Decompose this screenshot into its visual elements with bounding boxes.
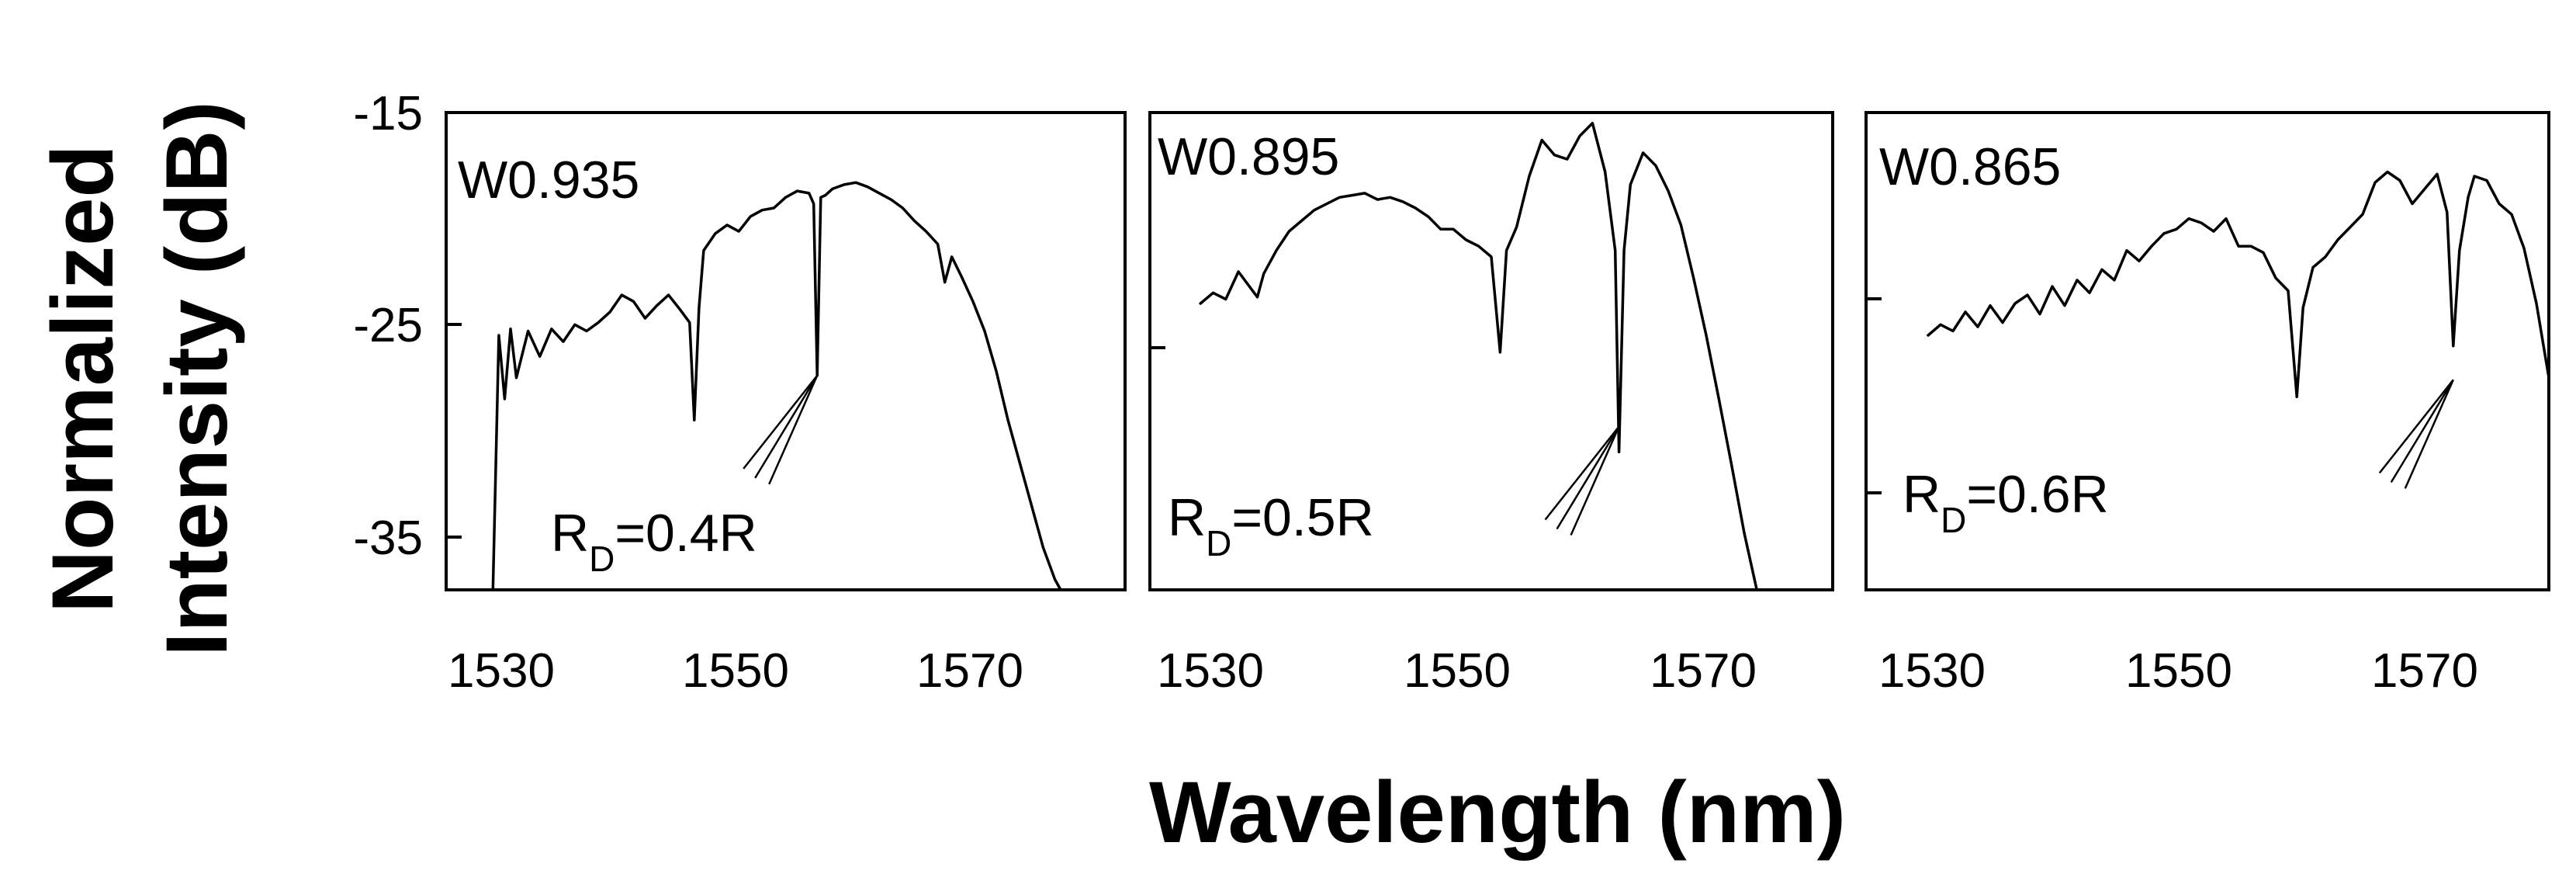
arrow-stroke-3-2 (2390, 379, 2454, 484)
panel-title-3: W0.865 (1879, 137, 2061, 196)
arrow-stroke-3-3 (2404, 379, 2454, 489)
xtick-label-3-3: 1570 (2371, 644, 2478, 698)
arrow-stroke-2-1 (1544, 425, 1620, 521)
xtick-label-2-3: 1570 (1650, 644, 1757, 698)
xtick-label-3-1: 1530 (1878, 644, 1986, 698)
ytick-label-1: -15 (353, 87, 423, 140)
y-axis-title-line1: Normalized (34, 144, 131, 613)
arrow-stroke-3-1 (2378, 379, 2454, 474)
panel-3: 1530 1550 1570 W0.865 RD=0.6R (1864, 111, 2550, 698)
rd-annotation-3: RD=0.6R (1903, 465, 2109, 540)
plot-frame-panel-1 (445, 111, 1127, 591)
xtick-label-1-1: 1530 (448, 644, 555, 698)
spectrum-trace-panel-1 (491, 181, 1062, 591)
panel-title-2: W0.895 (1158, 127, 1339, 186)
ytick-label-2: -25 (353, 299, 423, 352)
arrow-stroke-1-2 (754, 375, 819, 479)
arrow-stroke-1-3 (768, 375, 819, 485)
xtick-label-2-1: 1530 (1157, 644, 1264, 698)
arrow-panel-1 (743, 375, 819, 485)
panel-1: -15 -25 -35 1530 1550 1570 W0.935 RD=0.4… (353, 87, 1127, 698)
xtick-label-3-2: 1550 (2125, 644, 2232, 698)
xtick-label-2-2: 1550 (1404, 644, 1511, 698)
plot-frame-panel-3 (1864, 111, 2550, 591)
plot-frame-panel-2 (1148, 111, 1834, 591)
arrow-stroke-2-3 (1570, 425, 1620, 536)
arrow-panel-3 (2378, 379, 2454, 489)
arrow-stroke-2-2 (1556, 425, 1620, 530)
spectrum-trace-panel-3 (1927, 170, 2550, 399)
panel-title-1: W0.935 (458, 151, 639, 210)
rd-annotation-2: RD=0.5R (1168, 488, 1374, 563)
xtick-label-1-2: 1550 (682, 644, 789, 698)
arrow-panel-2 (1544, 425, 1620, 536)
arrow-stroke-1-1 (743, 375, 819, 470)
rd-annotation-1: RD=0.4R (551, 504, 757, 579)
spectrum-trace-panel-2 (1199, 121, 1758, 591)
panel-2: 1530 1550 1570 W0.895 RD=0.5R (1148, 111, 1834, 698)
ytick-label-3: -35 (353, 511, 423, 565)
x-axis-title: Wavelength (nm) (1149, 764, 1846, 861)
y-axis-title-line2: Intensity (dB) (148, 101, 245, 657)
xtick-label-1-3: 1570 (916, 644, 1023, 698)
